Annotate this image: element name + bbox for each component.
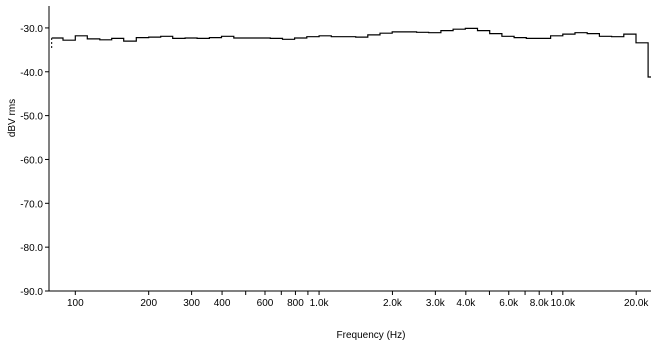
x-tick-label: 1.0k — [310, 298, 330, 309]
y-tick-label: -70.0 — [20, 199, 43, 210]
x-tick-label: 6.0k — [499, 298, 519, 309]
plot-area — [51, 27, 651, 78]
x-axis-title: Frequency (Hz) — [337, 330, 406, 341]
x-tick-label: 10.0k — [551, 298, 576, 309]
x-tick-label: 800 — [287, 298, 304, 309]
x-tick-label: 100 — [67, 298, 84, 309]
response-series-line — [51, 27, 651, 78]
axes — [48, 6, 651, 292]
x-tick-label: 400 — [214, 298, 231, 309]
x-tick-label: 2.0k — [383, 298, 403, 309]
y-tick-label: -90.0 — [20, 287, 43, 298]
x-tick-label: 200 — [140, 298, 157, 309]
y-tick-label: -60.0 — [20, 155, 43, 166]
y-axis-title: dBV rms — [7, 99, 18, 137]
x-tick-label: 300 — [183, 298, 200, 309]
x-tick-label: 20.0k — [624, 298, 649, 309]
x-axis-ticks: 100 200 300 400 600 800 1.0k 2.0k 3.0k 4.0k 6.0k 8.… — [67, 291, 649, 309]
x-tick-label: 3.0k — [426, 298, 446, 309]
x-tick-label: 8.0k — [530, 298, 550, 309]
y-tick-label: -50.0 — [20, 112, 43, 123]
y-axis-ticks: -30.0 -40.0 -50.0 -60.0 -70.0 -80.0 -90.0 — [20, 24, 49, 298]
y-tick-label: -80.0 — [20, 243, 43, 254]
y-tick-label: -40.0 — [20, 68, 43, 79]
x-tick-label: 4.0k — [456, 298, 476, 309]
x-tick-label: 600 — [257, 298, 274, 309]
y-tick-label: -30.0 — [20, 24, 43, 35]
